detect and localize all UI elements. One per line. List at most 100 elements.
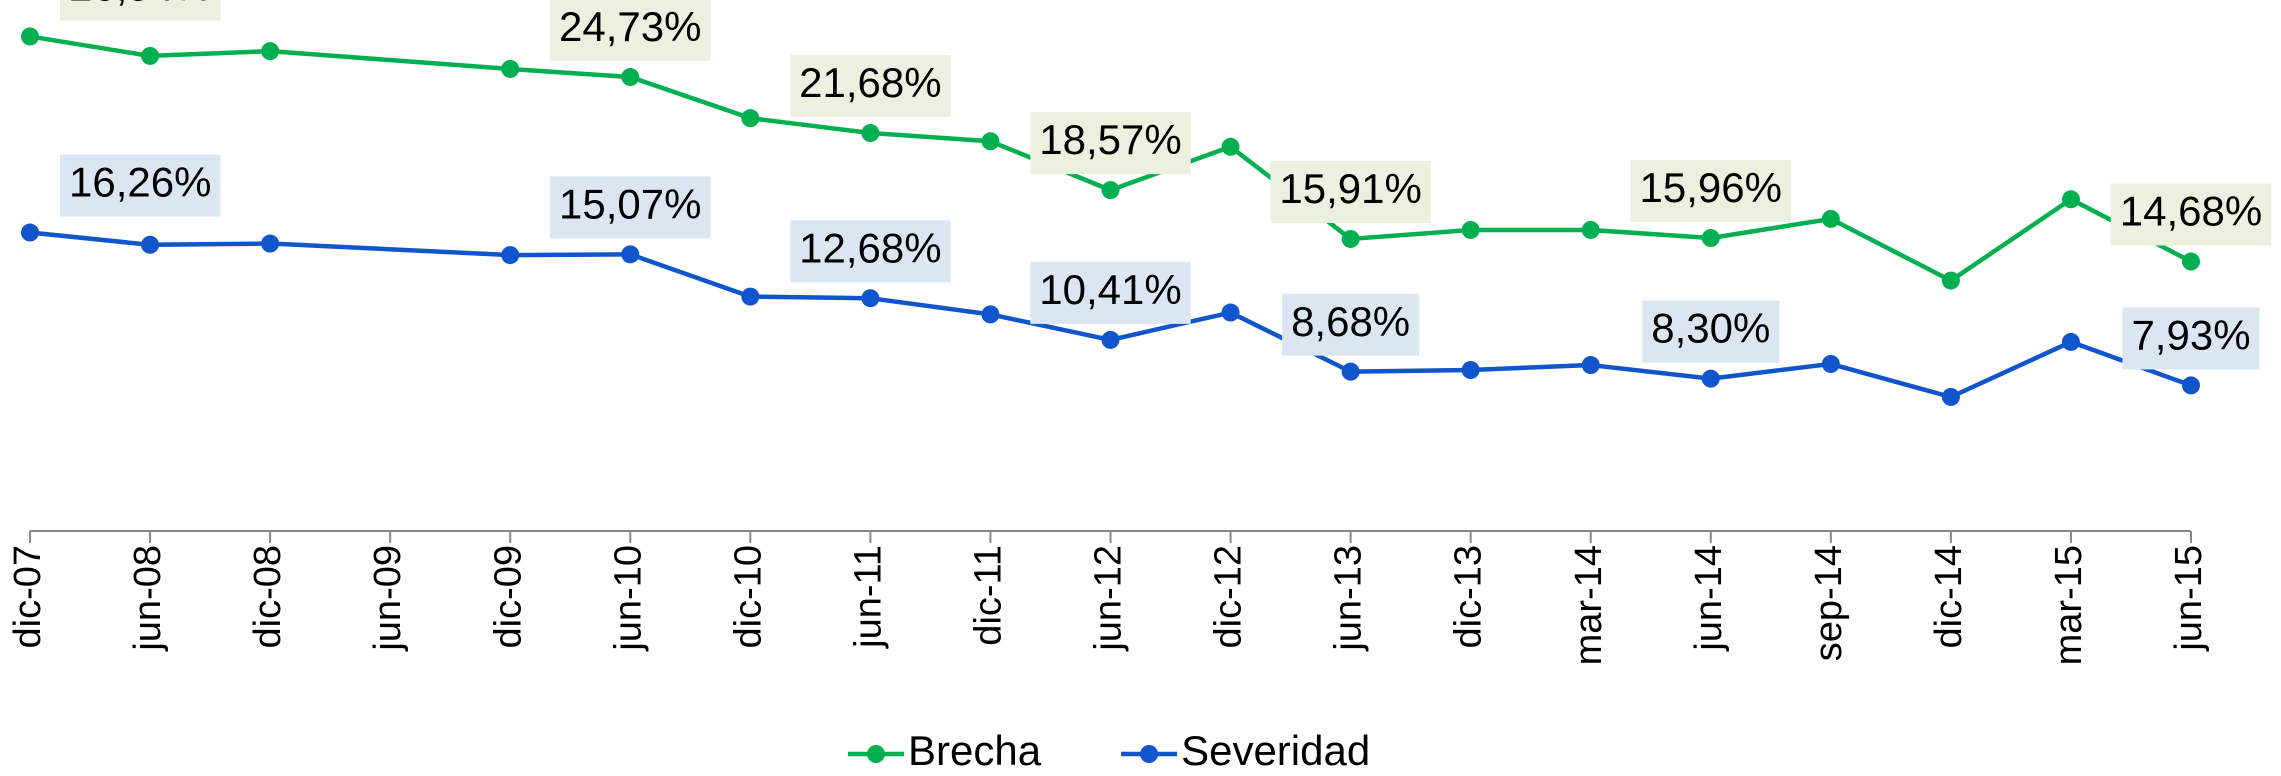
data-label-box (1282, 293, 1420, 356)
data-point (1341, 229, 1360, 248)
data-point (1101, 330, 1120, 349)
data-point (981, 305, 1000, 324)
data-point (1221, 137, 1240, 156)
x-tick-label: dic-12 (1208, 545, 1250, 649)
x-tick-label: dic-08 (247, 545, 289, 649)
data-point (1581, 356, 1600, 375)
x-tick-label: jun-12 (1088, 545, 1130, 652)
x-tick-label: dic-13 (1448, 545, 1490, 649)
data-point (261, 42, 280, 61)
series-line (507, 252, 633, 258)
series-line (1588, 362, 1714, 381)
data-point (1341, 362, 1360, 381)
series-line (267, 48, 513, 72)
data-point (621, 245, 640, 264)
x-tick-label: sep-14 (1808, 545, 1850, 661)
data-label: 15,07% (550, 176, 711, 239)
data-point (1581, 220, 1600, 239)
data-label-box (790, 220, 951, 283)
data-label-text: 8,30% (1651, 305, 1770, 352)
series-line (868, 295, 993, 317)
x-tick-label: jun-10 (607, 545, 649, 652)
data-point (21, 27, 39, 46)
x-tick-label: jun-11 (847, 545, 889, 649)
data-label-box (2122, 307, 2260, 370)
data-label-text: 10,41% (1039, 266, 1181, 313)
legend-item: Severidad (1121, 727, 1370, 774)
series-line (267, 241, 513, 258)
data-label-text: 24,73% (559, 3, 701, 50)
data-label-box (550, 0, 711, 62)
data-label: 18,57% (1030, 112, 1191, 175)
data-point (1941, 387, 1960, 406)
data-point (861, 124, 880, 143)
data-label-box (1642, 300, 1780, 363)
series (21, 27, 2200, 290)
data-label-text: 26,94% (69, 0, 211, 10)
data-point (21, 223, 39, 242)
data-label-box (1030, 112, 1191, 175)
data-label: 15,96% (1630, 160, 1792, 223)
series-line (1708, 361, 1834, 381)
data-label: 12,68% (790, 220, 951, 283)
series-line (1948, 339, 2074, 400)
data-label-box (1270, 160, 1431, 223)
data-label-text: 12,68% (799, 224, 941, 271)
x-tick-label: mar-14 (1568, 545, 1610, 665)
data-label-box (2110, 183, 2272, 246)
x-tick-label: dic-10 (727, 545, 769, 649)
x-tick-label: jun-15 (2168, 545, 2210, 652)
data-label-text: 21,68% (799, 59, 941, 106)
data-point (741, 287, 760, 306)
data-label-box (1630, 160, 1792, 223)
data-point (741, 109, 760, 128)
data-point (261, 234, 280, 253)
data-label: 24,73% (550, 0, 711, 62)
series-line (147, 48, 273, 59)
x-tick-label: dic-09 (487, 545, 529, 649)
data-label: 8,68% (1282, 293, 1420, 356)
data-label-box (790, 55, 951, 118)
legend-label: Severidad (1181, 727, 1370, 774)
data-label: 14,68% (2110, 183, 2272, 246)
legend-marker (1140, 745, 1159, 763)
legend-item: Brecha (848, 727, 1042, 774)
data-point (861, 289, 880, 308)
data-label: 21,68% (790, 55, 951, 118)
series-line (1948, 197, 2074, 283)
data-point (1701, 369, 1720, 388)
data-point (981, 132, 1000, 151)
data-point (2061, 190, 2080, 209)
series-line (628, 74, 753, 121)
data-label-text: 8,68% (1291, 298, 1410, 345)
data-label-text: 15,07% (559, 180, 701, 227)
data-point (1701, 229, 1720, 248)
data-point (1101, 181, 1120, 200)
x-tick-label: mar-15 (2048, 545, 2090, 665)
series-line (748, 294, 873, 301)
data-point (1461, 220, 1480, 239)
series-line (868, 130, 993, 144)
data-point (1941, 271, 1960, 290)
series-line (628, 252, 753, 299)
series-line (147, 241, 273, 248)
series-line (1468, 362, 1593, 373)
data-point (1461, 361, 1480, 380)
data-label-text: 14,68% (2120, 188, 2262, 235)
data-point (2061, 332, 2080, 351)
data-label-text: 15,91% (1279, 165, 1421, 212)
series-line (1108, 310, 1233, 343)
series-line (1348, 367, 1473, 374)
series-line (27, 34, 153, 59)
x-tick-label: dic-11 (967, 545, 1009, 646)
data-point (501, 246, 520, 265)
data-label-text: 16,26% (69, 159, 211, 206)
data-point (141, 235, 160, 254)
x-tick-label: jun-14 (1688, 545, 1730, 652)
series-line (1828, 216, 1954, 283)
data-point (1221, 303, 1240, 322)
data-point (2182, 376, 2200, 395)
x-tick-label: jun-13 (1328, 545, 1370, 652)
